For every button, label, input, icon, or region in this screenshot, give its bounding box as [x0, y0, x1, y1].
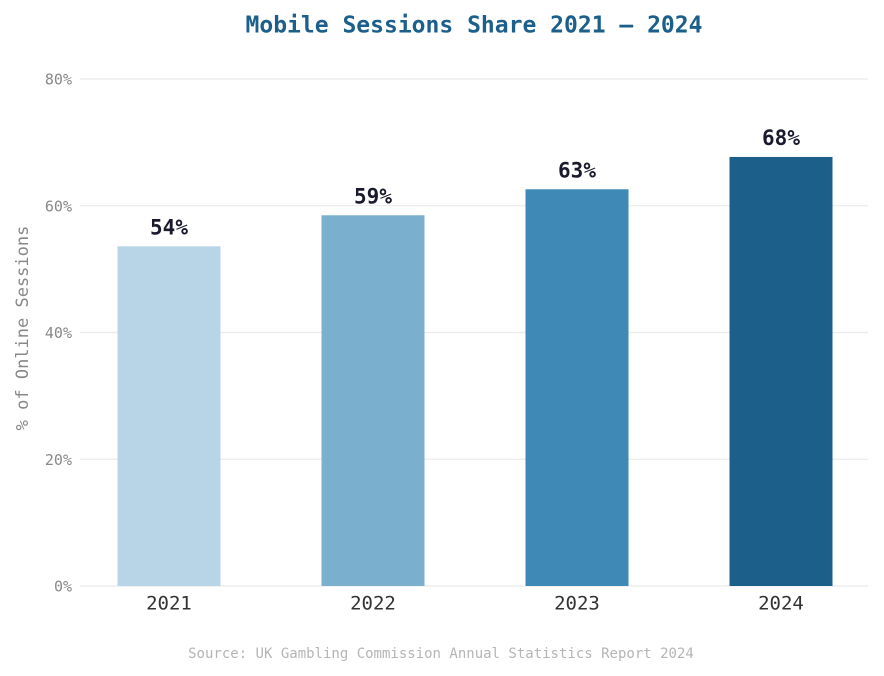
bar: [525, 189, 629, 586]
source-note: Source: UK Gambling Commission Annual St…: [188, 646, 694, 662]
bar: [729, 156, 833, 587]
y-tick-label: 60%: [45, 197, 72, 215]
x-tick-label: 2022: [350, 593, 396, 615]
y-tick-label: 40%: [45, 324, 72, 342]
bar: [117, 246, 221, 586]
x-tick-label: 2021: [146, 593, 192, 615]
value-label: 54%: [150, 215, 188, 239]
x-tick-label: 2023: [554, 593, 600, 615]
value-label: 68%: [762, 126, 800, 150]
y-tick-label: 0%: [54, 578, 72, 596]
bar: [321, 215, 425, 586]
y-tick-label: 80%: [45, 71, 72, 89]
y-tick-label: 20%: [45, 451, 72, 469]
chart-title: Mobile Sessions Share 2021 – 2024: [246, 13, 703, 39]
x-tick-label: 2024: [758, 593, 804, 615]
y-axis-label: % of Online Sessions: [13, 226, 33, 431]
value-label: 59%: [354, 184, 392, 208]
value-label: 63%: [558, 158, 596, 182]
